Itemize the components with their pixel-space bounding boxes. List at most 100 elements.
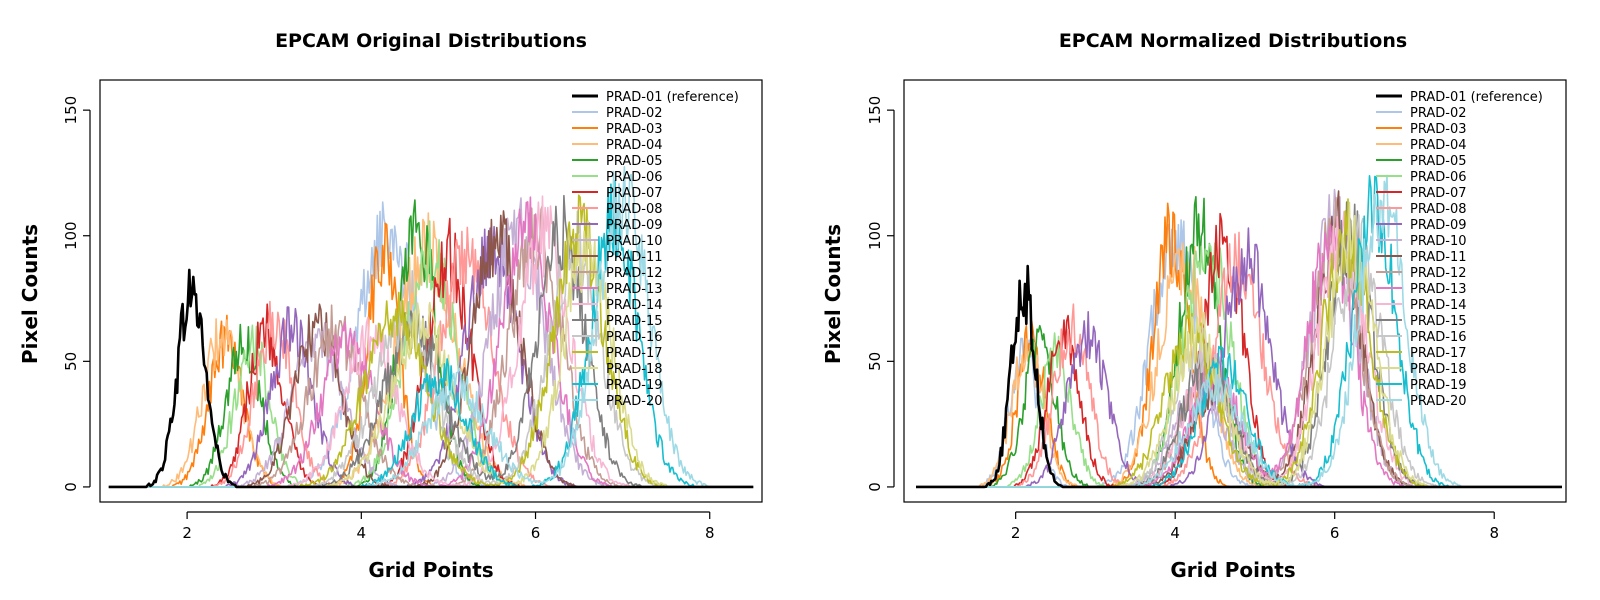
legend-item: PRAD-08 xyxy=(572,202,662,217)
legend-label: PRAD-20 xyxy=(606,394,662,409)
series-line-prad-20 xyxy=(916,174,1562,488)
legend-label: PRAD-14 xyxy=(1410,298,1466,313)
x-tick-label: 2 xyxy=(182,524,192,542)
legend-item: PRAD-16 xyxy=(1376,330,1466,345)
legend-label: PRAD-02 xyxy=(1410,106,1466,121)
legend-item: PRAD-06 xyxy=(572,170,662,185)
legend-item: PRAD-03 xyxy=(572,122,662,137)
plot-frame xyxy=(99,79,763,503)
series-line-prad-01 xyxy=(108,268,754,489)
legend-item: PRAD-17 xyxy=(572,346,662,361)
legend-label: PRAD-06 xyxy=(1410,170,1466,185)
legend-item: PRAD-19 xyxy=(572,378,662,393)
legend-item: PRAD-13 xyxy=(572,282,662,297)
legend-item: PRAD-13 xyxy=(1376,282,1466,297)
axes: 2 4 6 8 0 50 100 150 xyxy=(866,79,1567,542)
legend-item: PRAD-18 xyxy=(1376,362,1466,377)
legend-item: PRAD-20 xyxy=(572,394,662,409)
x-tick-label: 8 xyxy=(705,524,715,542)
legend-item: PRAD-11 xyxy=(572,250,662,265)
legend-label: PRAD-17 xyxy=(1410,346,1466,361)
legend-label: PRAD-19 xyxy=(606,378,662,393)
legend-label: PRAD-17 xyxy=(606,346,662,361)
normalized-distributions-panel: EPCAM Normalized Distributions Grid Poin… xyxy=(821,30,1567,582)
legend-label: PRAD-08 xyxy=(606,202,662,217)
legend-item: PRAD-02 xyxy=(1376,106,1466,121)
y-tick-label: 150 xyxy=(62,96,80,125)
legend-item: PRAD-05 xyxy=(572,154,662,169)
legend-item: PRAD-09 xyxy=(1376,218,1466,233)
legend-item: PRAD-04 xyxy=(1376,138,1466,153)
series-layer xyxy=(916,174,1562,489)
legend-item: PRAD-14 xyxy=(572,298,662,313)
y-tick-label: 50 xyxy=(62,352,80,371)
legend: PRAD-01 (reference)PRAD-02PRAD-03PRAD-04… xyxy=(572,90,739,409)
legend-label: PRAD-09 xyxy=(1410,218,1466,233)
y-tick-label: 150 xyxy=(866,96,884,125)
x-tick-label: 6 xyxy=(531,524,541,542)
legend-label: PRAD-04 xyxy=(606,138,662,153)
series-layer xyxy=(108,166,754,489)
y-tick-label: 100 xyxy=(62,221,80,250)
plot-frame xyxy=(903,79,1567,503)
legend-item: PRAD-09 xyxy=(572,218,662,233)
y-tick-label: 50 xyxy=(866,352,884,371)
legend-label: PRAD-16 xyxy=(606,330,662,345)
original-distributions-panel: EPCAM Original Distributions Grid Points… xyxy=(18,30,763,582)
x-tick-label: 6 xyxy=(1330,524,1340,542)
legend-label: PRAD-13 xyxy=(1410,282,1466,297)
legend-item: PRAD-12 xyxy=(572,266,662,281)
chart-title: EPCAM Original Distributions xyxy=(275,30,587,52)
legend-label: PRAD-18 xyxy=(1410,362,1466,377)
legend-item: PRAD-20 xyxy=(1376,394,1466,409)
legend-item: PRAD-01 (reference) xyxy=(1376,90,1543,105)
legend-label: PRAD-03 xyxy=(606,122,662,137)
legend-item: PRAD-03 xyxy=(1376,122,1466,137)
y-tick-label: 0 xyxy=(62,482,80,492)
x-tick-label: 4 xyxy=(357,524,367,542)
legend-item: PRAD-12 xyxy=(1376,266,1466,281)
legend-item: PRAD-17 xyxy=(1376,346,1466,361)
legend-item: PRAD-04 xyxy=(572,138,662,153)
y-tick-label: 0 xyxy=(866,482,884,492)
y-tick-label: 100 xyxy=(866,221,884,250)
legend-label: PRAD-15 xyxy=(606,314,662,329)
legend-label: PRAD-12 xyxy=(606,266,662,281)
legend-item: PRAD-02 xyxy=(572,106,662,121)
legend-label: PRAD-16 xyxy=(1410,330,1466,345)
legend-label: PRAD-12 xyxy=(1410,266,1466,281)
x-tick-label: 8 xyxy=(1489,524,1499,542)
legend-item: PRAD-01 (reference) xyxy=(572,90,739,105)
legend-item: PRAD-10 xyxy=(1376,234,1466,249)
legend-label: PRAD-14 xyxy=(606,298,662,313)
legend-label: PRAD-07 xyxy=(1410,186,1466,201)
legend-label: PRAD-09 xyxy=(606,218,662,233)
legend-label: PRAD-03 xyxy=(1410,122,1466,137)
legend-label: PRAD-18 xyxy=(606,362,662,377)
legend-item: PRAD-07 xyxy=(1376,186,1466,201)
legend-label: PRAD-13 xyxy=(606,282,662,297)
legend-item: PRAD-15 xyxy=(1376,314,1466,329)
series-line-prad-20 xyxy=(108,166,754,488)
legend-item: PRAD-10 xyxy=(572,234,662,249)
legend-item: PRAD-19 xyxy=(1376,378,1466,393)
legend-label: PRAD-08 xyxy=(1410,202,1466,217)
legend-label: PRAD-10 xyxy=(606,234,662,249)
legend-item: PRAD-18 xyxy=(572,362,662,377)
x-axis-label: Grid Points xyxy=(1170,558,1295,582)
y-axis-label: Pixel Counts xyxy=(821,224,845,364)
legend-item: PRAD-15 xyxy=(572,314,662,329)
legend-label: PRAD-05 xyxy=(1410,154,1466,169)
legend-item: PRAD-14 xyxy=(1376,298,1466,313)
x-tick-label: 2 xyxy=(1011,524,1021,542)
legend-item: PRAD-11 xyxy=(1376,250,1466,265)
legend-item: PRAD-16 xyxy=(572,330,662,345)
legend-label: PRAD-01 (reference) xyxy=(606,90,739,105)
legend-label: PRAD-15 xyxy=(1410,314,1466,329)
legend-label: PRAD-19 xyxy=(1410,378,1466,393)
chart-title: EPCAM Normalized Distributions xyxy=(1059,30,1407,52)
y-axis-label: Pixel Counts xyxy=(18,224,42,364)
legend-item: PRAD-07 xyxy=(572,186,662,201)
